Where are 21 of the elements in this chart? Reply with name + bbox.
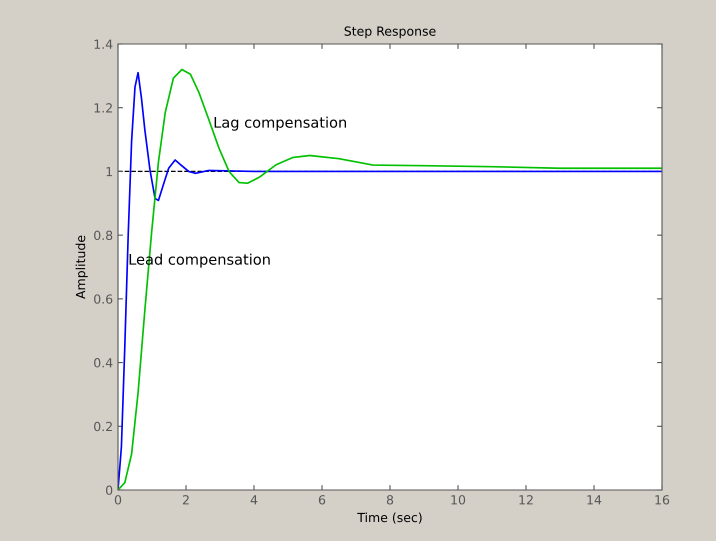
x-tick-label: 8 — [386, 495, 394, 505]
x-tick-label: 12 — [519, 495, 533, 504]
y-tick-label: 0.6 — [94, 294, 112, 304]
x-tick-label: 10 — [451, 495, 466, 505]
annotation: Lag compensation — [214, 116, 346, 131]
y-tick-label: 0.2 — [94, 422, 112, 432]
x-tick-label: 0 — [114, 495, 122, 505]
y-tick-label: 0.8 — [94, 230, 112, 240]
chart-title: Step Response — [344, 26, 436, 38]
y-tick-label: 0 — [106, 485, 112, 495]
x-tick-label: 2 — [182, 495, 189, 504]
x-tick-label: 16 — [655, 495, 670, 505]
x-tick-label: 14 — [587, 495, 602, 504]
x-tick-label: 6 — [318, 495, 326, 505]
x-axis-title: Time (sec) — [357, 512, 422, 524]
x-tick-label: 4 — [250, 495, 258, 504]
y-tick-label: 1 — [106, 167, 112, 176]
y-tick-label: 0.4 — [94, 358, 112, 368]
y-tick-label: 1.2 — [94, 103, 112, 112]
y-axis-title: Amplitude — [76, 236, 88, 299]
y-tick-label: 1.4 — [94, 40, 112, 49]
